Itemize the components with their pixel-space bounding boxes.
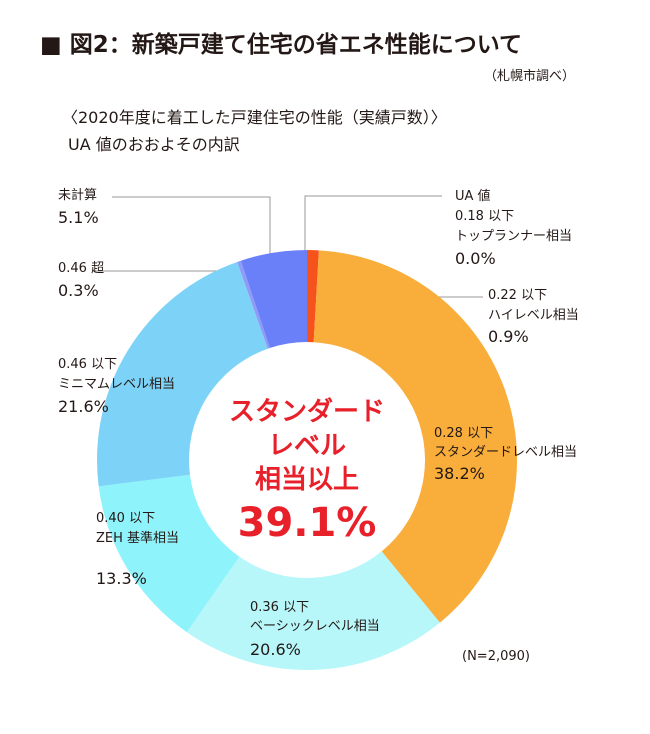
segment-label: 0.46 超	[58, 261, 104, 276]
value-label: 38.2%	[434, 464, 485, 483]
segment-label: 0.18 以下	[455, 209, 514, 224]
chart-title: ■ 図2：新築戸建て住宅の省エネ性能について	[40, 31, 522, 58]
donut-segment	[98, 474, 240, 633]
segment-label: 0.36 以下	[250, 600, 309, 615]
value-label: 21.6%	[58, 397, 109, 416]
segment-label: ミニマムレベル相当	[58, 377, 175, 392]
sample-note: (N=2,090)	[462, 649, 530, 664]
segment-label: ベーシックレベル相当	[250, 619, 380, 634]
segment-label: ZEH 基準相当	[96, 530, 179, 546]
segment-label: 0.28 以下	[434, 426, 493, 441]
segment-label: 0.40 以下	[96, 511, 155, 526]
segment-label: ハイレベル相当	[488, 308, 579, 323]
donut-segment	[313, 250, 518, 623]
value-label: 20.6%	[250, 640, 301, 659]
center-text: スタンダード	[229, 396, 385, 427]
value-label: 0.3%	[58, 281, 99, 300]
leader-line	[304, 195, 442, 258]
segment-label: トップランナー相当	[455, 229, 572, 244]
donut-segment	[307, 250, 319, 343]
value-label: 0.0%	[455, 249, 496, 268]
segment-label: UA 値	[455, 188, 491, 204]
value-label: 0.9%	[488, 327, 529, 346]
segment-label: 0.46 以下	[58, 357, 117, 372]
source-note: （札幌市調べ）	[484, 68, 575, 84]
donut-segment	[97, 261, 268, 487]
leader-line	[112, 196, 271, 264]
value-label: 13.3%	[96, 569, 147, 588]
segment-label: 0.22 以下	[488, 288, 547, 303]
donut-segment	[186, 551, 440, 670]
center-value: 39.1%	[238, 500, 377, 546]
center-text: レベル	[268, 431, 346, 461]
segment-label: 未計算	[58, 187, 97, 203]
value-label: 5.1%	[58, 208, 99, 227]
subtitle: UA 値のおおよその内訳	[68, 135, 240, 154]
donut-segment	[237, 260, 270, 349]
subtitle: 〈2020年度に着工した戸建住宅の性能（実績戸数）〉	[62, 108, 447, 127]
center-text: 相当以上	[255, 465, 359, 495]
donut-segment	[240, 250, 307, 349]
segment-label: スタンダードレベル相当	[434, 445, 577, 460]
